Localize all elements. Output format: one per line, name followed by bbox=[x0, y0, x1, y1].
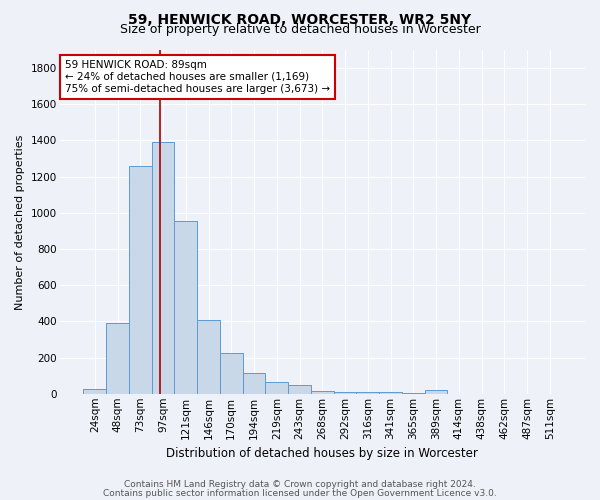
Text: Contains public sector information licensed under the Open Government Licence v3: Contains public sector information licen… bbox=[103, 488, 497, 498]
Bar bbox=[356, 392, 379, 394]
Bar bbox=[265, 382, 288, 394]
Bar bbox=[83, 389, 106, 394]
Bar bbox=[402, 393, 425, 394]
Bar bbox=[311, 390, 334, 394]
X-axis label: Distribution of detached houses by size in Worcester: Distribution of detached houses by size … bbox=[166, 447, 478, 460]
Bar bbox=[106, 323, 129, 394]
Bar bbox=[197, 320, 220, 394]
Bar bbox=[379, 392, 402, 394]
Bar bbox=[152, 142, 175, 394]
Y-axis label: Number of detached properties: Number of detached properties bbox=[15, 134, 25, 310]
Bar bbox=[242, 373, 265, 394]
Bar bbox=[288, 385, 311, 394]
Bar bbox=[425, 390, 448, 394]
Text: 59 HENWICK ROAD: 89sqm
← 24% of detached houses are smaller (1,169)
75% of semi-: 59 HENWICK ROAD: 89sqm ← 24% of detached… bbox=[65, 60, 330, 94]
Text: Contains HM Land Registry data © Crown copyright and database right 2024.: Contains HM Land Registry data © Crown c… bbox=[124, 480, 476, 489]
Text: 59, HENWICK ROAD, WORCESTER, WR2 5NY: 59, HENWICK ROAD, WORCESTER, WR2 5NY bbox=[128, 12, 472, 26]
Bar bbox=[129, 166, 152, 394]
Bar bbox=[175, 221, 197, 394]
Bar bbox=[220, 352, 242, 394]
Bar bbox=[334, 392, 356, 394]
Text: Size of property relative to detached houses in Worcester: Size of property relative to detached ho… bbox=[119, 24, 481, 36]
